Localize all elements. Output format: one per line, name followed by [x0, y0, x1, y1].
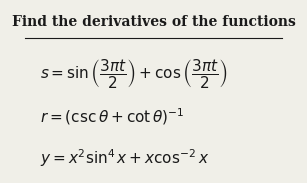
Text: $y = x^2\sin^4 x + x\cos^{-2} x$: $y = x^2\sin^4 x + x\cos^{-2} x$ — [41, 147, 210, 169]
Text: $s = \sin\left(\dfrac{3\pi t}{2}\right) + \cos\left(\dfrac{3\pi t}{2}\right)$: $s = \sin\left(\dfrac{3\pi t}{2}\right) … — [41, 57, 228, 90]
Text: Find the derivatives of the functions: Find the derivatives of the functions — [12, 15, 295, 29]
Text: $r = (\csc\theta + \cot\theta)^{-1}$: $r = (\csc\theta + \cot\theta)^{-1}$ — [41, 106, 185, 127]
